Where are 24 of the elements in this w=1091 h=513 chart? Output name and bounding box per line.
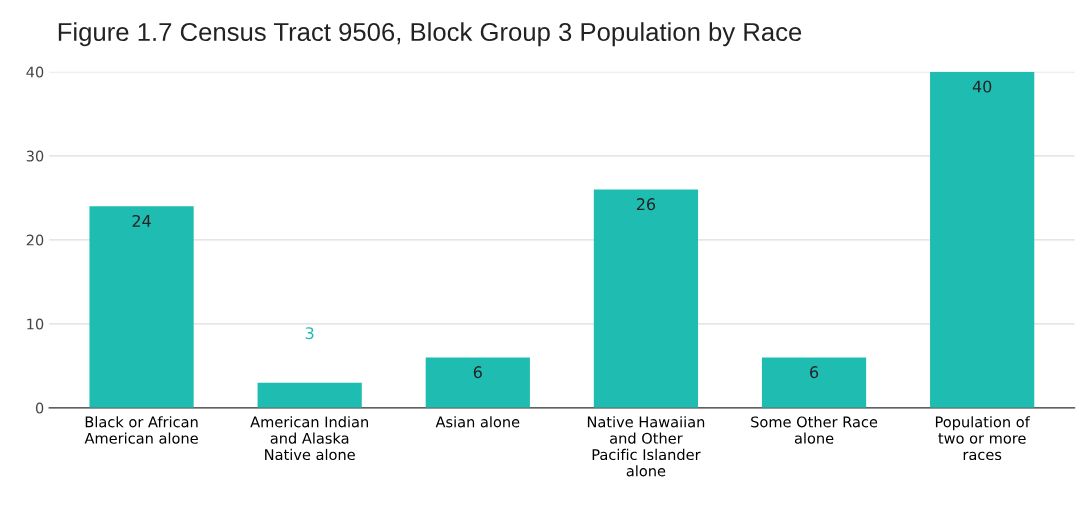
x-tick-label: Population of two or more races <box>935 416 1031 461</box>
y-tick-label: 10 <box>27 318 44 330</box>
bar <box>761 357 867 408</box>
y-tick-label: 20 <box>26 234 44 246</box>
bar <box>593 189 699 408</box>
x-tick-label: Some Other Race alone <box>751 416 878 444</box>
data-label: 6 <box>810 366 819 379</box>
x-tick-label: Asian alone <box>435 416 520 428</box>
y-tick-label: 0 <box>35 402 44 414</box>
bar <box>425 357 530 408</box>
bar <box>257 382 362 408</box>
y-tick-label: 40 <box>26 66 44 78</box>
data-label: 3 <box>305 327 314 340</box>
x-tick-label: Native Hawaiian and Other Pacific Islander alone <box>587 416 705 477</box>
chart-title: Figure 1.7 Census Tract 9506, Block Group 3 Population by Race <box>58 22 802 47</box>
bar <box>930 71 1035 408</box>
x-tick-label: American Indian and Alaska Native alone <box>250 416 368 461</box>
data-label: 24 <box>132 214 151 227</box>
data-label: 6 <box>473 366 482 379</box>
y-tick-label: 30 <box>26 150 44 162</box>
x-tick-label: Black or African American alone <box>84 416 198 444</box>
data-label: 26 <box>636 198 656 211</box>
bar <box>89 206 194 408</box>
data-label: 40 <box>972 80 992 93</box>
